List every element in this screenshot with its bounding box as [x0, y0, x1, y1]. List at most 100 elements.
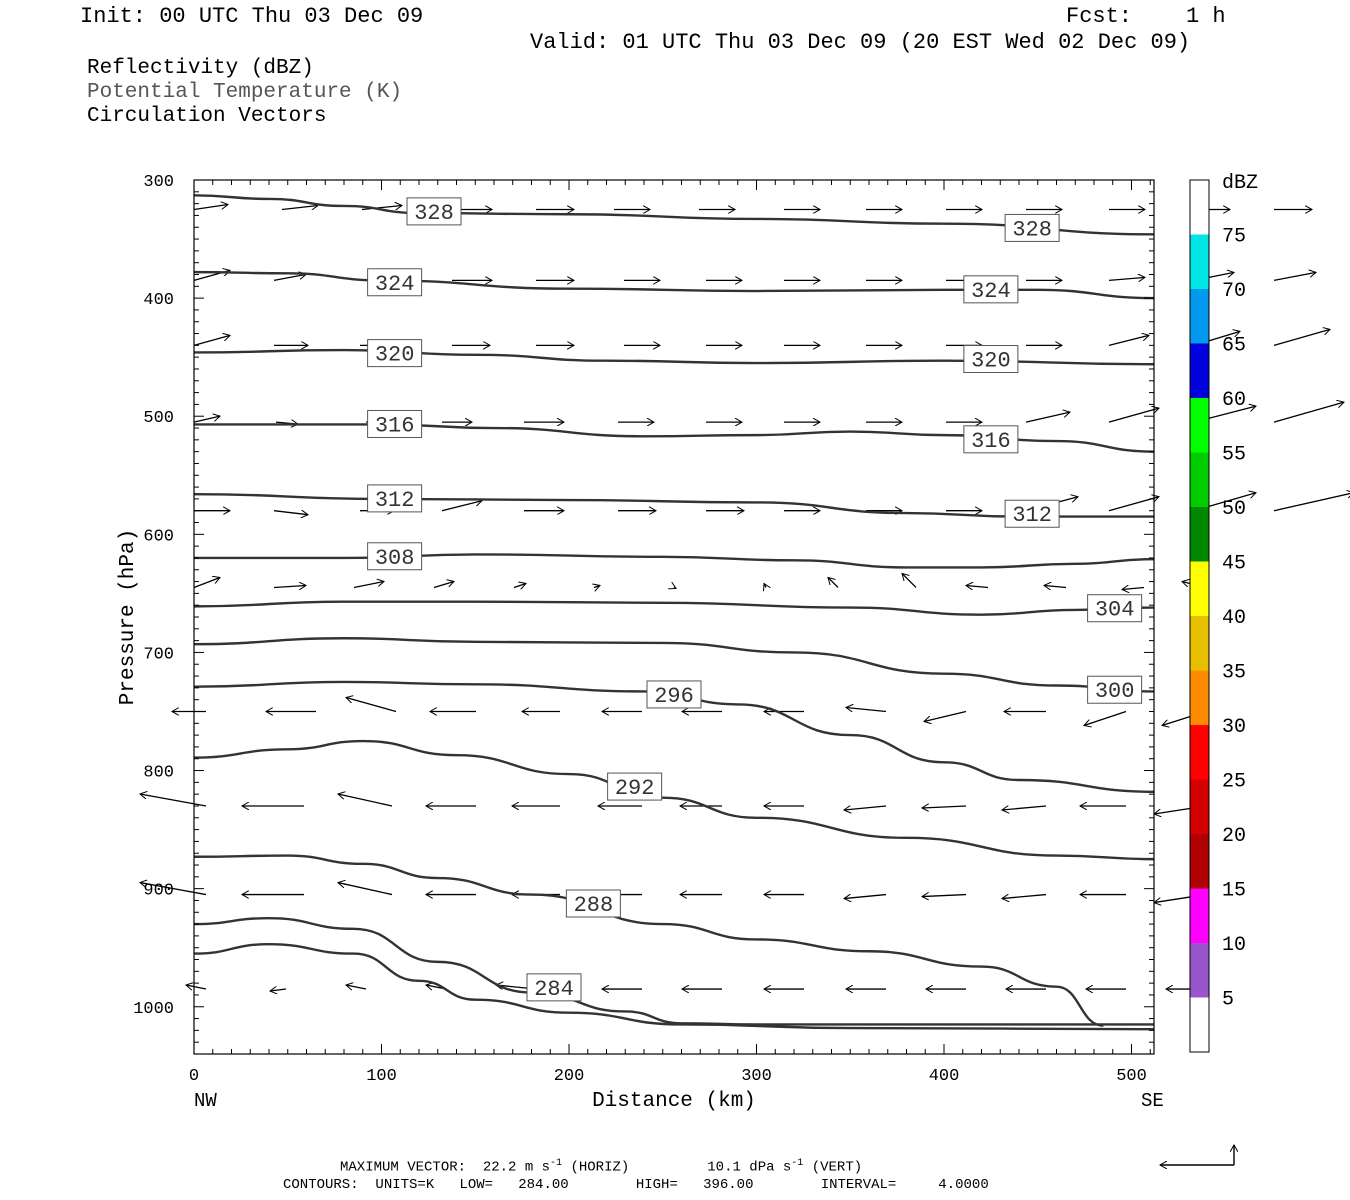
- y-tick-label: 500: [143, 409, 174, 428]
- isentrope-lines: [193, 194, 1155, 1031]
- circulation-vector: [1084, 710, 1127, 725]
- legend-reflectivity: Reflectivity (dBZ): [87, 57, 314, 80]
- circulation-vector: [1025, 412, 1070, 423]
- contour-label-box: [1087, 675, 1143, 704]
- contour-label-box: [367, 409, 423, 438]
- colorbar-title: dBZ: [1222, 172, 1258, 195]
- colorbar-frame: [1189, 179, 1210, 1053]
- circulation-vector: [273, 585, 306, 587]
- legend-vectors: Circulation Vectors: [87, 105, 327, 128]
- x-tick-label: 200: [554, 1067, 585, 1086]
- contour-label-324: 324: [375, 272, 415, 297]
- circulation-vector: [513, 583, 526, 587]
- colorbar-segment: [1190, 779, 1209, 834]
- x-tick-label: 100: [366, 1067, 397, 1086]
- circulation-vector: [140, 883, 207, 896]
- valid-time: Valid: 01 UTC Thu 03 Dec 09 (20 EST Wed …: [530, 30, 1191, 55]
- axis-tick-labels: 0 100 200 300 400 500 300 400 500 600 700 800 900 100…: [133, 173, 1147, 1086]
- colorbar-segment: [1190, 234, 1209, 289]
- colorbar-label: 35: [1222, 662, 1246, 685]
- contour-label-box: [963, 275, 1019, 304]
- colorbar-segment: [1190, 343, 1209, 398]
- y-axis-label: Pressure (hPa): [117, 529, 140, 705]
- circulation-vector: [193, 335, 230, 346]
- circulation-vector: [922, 895, 967, 897]
- contour-label-box: [646, 680, 702, 709]
- colorbar-segment: [1190, 452, 1209, 507]
- circulation-vector: [433, 581, 454, 589]
- circulation-vector: [828, 577, 839, 588]
- contour-label-308: 308: [375, 546, 415, 571]
- contour-label-box: [607, 772, 663, 801]
- circulation-vector: [844, 893, 887, 899]
- reference-vector: [1160, 1145, 1234, 1165]
- circulation-vector: [270, 989, 287, 991]
- circulation-vector: [1273, 329, 1330, 346]
- isentrope-320: [193, 348, 1155, 366]
- contour-label-box: [367, 268, 423, 297]
- circulation-vector: [1002, 805, 1047, 810]
- forecast-label: Fcst:: [1066, 4, 1133, 29]
- circulation-vector: [764, 583, 766, 587]
- isentrope-300: [193, 637, 1155, 693]
- colorbar-segment: [1190, 670, 1209, 725]
- x-tick-label: 500: [1116, 1067, 1147, 1086]
- axis-ticks: [193, 179, 1154, 1055]
- x-right-end-label: SE: [1141, 1090, 1164, 1112]
- contour-label-box: [526, 973, 582, 1002]
- contour-label-316: 316: [375, 413, 415, 438]
- contour-labels: 328 328 324 324 320 320 316 316 312 312 308 304 300 2…: [367, 197, 1143, 1002]
- contour-label-316: 316: [971, 429, 1011, 454]
- circulation-vector: [346, 985, 367, 989]
- colorbar-segment: [1190, 180, 1209, 235]
- y-tick-label: 600: [143, 527, 174, 546]
- legend-theta: Potential Temperature (K): [87, 81, 403, 104]
- circulation-vector: [674, 587, 676, 588]
- colorbar-label: 25: [1222, 771, 1246, 794]
- forecast-hour: 1 h: [1186, 4, 1226, 29]
- circulation-vector: [594, 585, 600, 587]
- contour-label-300: 300: [1095, 679, 1135, 704]
- circulation-vector: [193, 205, 228, 211]
- circulation-vector: [186, 985, 207, 989]
- circulation-vector: [1108, 335, 1149, 346]
- isentrope-base: [193, 942, 1155, 1031]
- colorbar-segment: [1190, 398, 1209, 453]
- circulation-vector: [1273, 272, 1316, 282]
- circulation-vector: [338, 883, 393, 896]
- dbz-colorbar: 5 10 15 20 25 30 35 40 45 50 55 60 65 70 75: [1189, 179, 1246, 1053]
- circulation-vector: [281, 206, 318, 210]
- circulation-vector: [1122, 587, 1145, 589]
- colorbar-segment: [1190, 561, 1209, 616]
- circulation-vector: [1273, 493, 1350, 512]
- circulation-vector: [844, 805, 887, 810]
- contour-label-box: [1004, 213, 1060, 242]
- circulation-vectors: [140, 205, 1350, 992]
- colorbar-label: 15: [1222, 880, 1246, 903]
- colorbar-label: 45: [1222, 553, 1246, 576]
- isentrope-288: [193, 854, 1104, 1027]
- colorbar-label: 60: [1222, 389, 1246, 412]
- colorbar-segment: [1190, 725, 1209, 780]
- contour-label-box: [1004, 499, 1060, 528]
- colorbar-segment: [1190, 289, 1209, 344]
- plot-frame: [193, 179, 1155, 1055]
- circulation-vector: [361, 206, 402, 210]
- colorbar-label: 65: [1222, 335, 1246, 358]
- contour-label-328: 328: [1012, 217, 1052, 242]
- circulation-vector: [1108, 277, 1145, 280]
- colorbar-label: 5: [1222, 989, 1234, 1012]
- contour-label-324: 324: [971, 279, 1011, 304]
- x-tick-label: 300: [741, 1067, 772, 1086]
- circulation-vector: [140, 794, 207, 807]
- colorbar-segment: [1190, 507, 1209, 562]
- circulation-vector: [273, 274, 306, 282]
- colorbar-label: 20: [1222, 825, 1246, 848]
- y-tick-label: 400: [143, 291, 174, 310]
- y-tick-label: 800: [143, 764, 174, 783]
- contour-label-box: [565, 889, 621, 918]
- init-time: Init: 00 UTC Thu 03 Dec 09: [80, 4, 424, 29]
- colorbar-label: 40: [1222, 607, 1246, 630]
- y-tick-label: 900: [143, 882, 174, 901]
